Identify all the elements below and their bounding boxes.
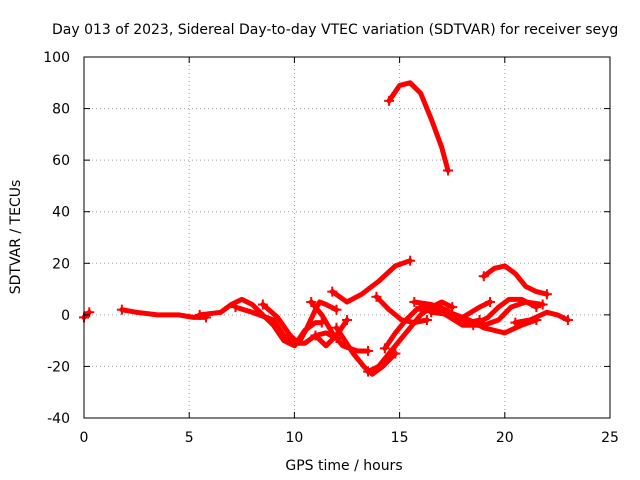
series-arc-6 [308,299,371,354]
series-layer [79,80,573,377]
series-arc-2 [119,307,209,320]
series-arc-5 [260,299,339,346]
series-arc-13 [386,80,451,173]
y-tick-label: 100 [43,50,70,66]
series-arc-9-endpoint-marker [327,286,338,297]
series-arc-7-endpoint-marker [310,330,321,341]
x-axis-label: GPS time / hours [285,458,402,474]
series-arc-10-endpoint-marker [447,302,458,313]
series-arc-19-endpoint-marker [537,299,548,310]
series-arc-12 [374,294,430,326]
x-tick-label: 20 [496,430,514,446]
series-arc-5-endpoint-marker [331,304,342,315]
gridlines [84,57,610,418]
series-arc-3-endpoint-marker [194,309,205,320]
x-tick-label: 25 [601,430,619,446]
series-arc-10 [365,299,455,375]
series-arc-13-endpoint-marker [442,165,453,176]
series-arc-17-endpoint-marker [485,296,496,307]
y-tick-label: 40 [52,205,70,221]
series-arc-11-endpoint-marker [379,343,390,354]
series-arc-6-endpoint-marker [306,296,317,307]
series-arc-9 [329,258,413,305]
x-tick-label: 5 [185,430,194,446]
series-arc-16-endpoint-marker [415,302,426,313]
series-arc-7 [312,317,350,349]
series-arc-7-endpoint-marker [342,315,352,326]
series-arc-17 [439,299,493,320]
axis-ticks: 0 5 10 15 20 25 -40 -20 0 20 40 60 80 100 [43,50,619,446]
series-arc-14-endpoint-marker [409,296,420,307]
series-arc-21-endpoint-marker [562,315,573,326]
series-arc-19-endpoint-marker [478,320,489,331]
x-tick-label: 0 [80,430,89,446]
series-arc-5-endpoint-marker [257,299,268,310]
series-arc-1-endpoint-marker [84,307,95,318]
series-arc-20-endpoint-marker [541,289,552,300]
series-arc-20-endpoint-marker [478,271,489,282]
y-tick-label: 20 [52,256,70,272]
series-arc-18-endpoint-marker [468,320,479,331]
series-arc-13-endpoint-marker [384,95,395,106]
y-tick-label: -20 [47,359,70,375]
series-arc-4 [233,304,339,346]
series-arc-20 [481,263,550,297]
series-arc-21-endpoint-marker [510,317,521,328]
series-arc-8-endpoint-marker [331,322,342,333]
series-arc-2-endpoint-marker [116,304,127,315]
series-arc-9-endpoint-marker [405,255,416,266]
y-tick-label: 80 [52,102,70,118]
x-tick-label: 15 [391,430,409,446]
chart-title: Day 013 of 2023, Sidereal Day-to-day VTE… [52,22,618,38]
series-arc-10-endpoint-marker [363,366,374,377]
series-arc-17-endpoint-marker [436,304,447,315]
series-arc-12-endpoint-marker [421,315,432,326]
series-arc-6-endpoint-marker [363,345,374,356]
y-tick-label: 0 [61,308,70,324]
series-arc-12-endpoint-marker [371,291,382,302]
y-tick-label: 60 [52,153,70,169]
y-tick-label: -40 [47,411,70,427]
y-axis-label: SDTVAR / TECUs [8,180,24,295]
series-arc-19 [481,299,546,328]
series-arc-21 [512,309,571,326]
x-tick-label: 10 [285,430,303,446]
plot-frame [83,56,611,419]
series-arc-4-endpoint-marker [230,302,241,313]
